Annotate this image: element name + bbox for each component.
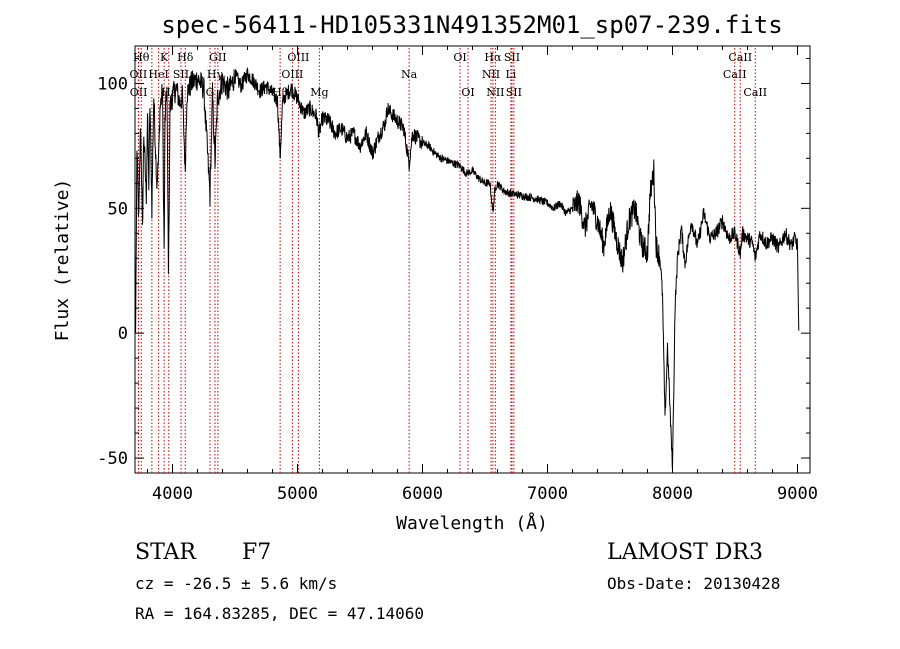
y-tick-label: 100	[97, 74, 128, 94]
marker-label: OIII	[287, 51, 309, 64]
marker-label: SII	[506, 86, 522, 99]
marker-label: OII	[130, 86, 148, 99]
marker-label: SII	[173, 68, 189, 81]
ra-dec: RA = 164.83285, DEC = 47.14060	[135, 604, 424, 623]
x-tick-label: 8000	[652, 484, 693, 504]
object-subclass: F7	[242, 540, 272, 565]
marker-label: G	[206, 86, 215, 99]
marker-label: GII	[209, 51, 226, 64]
axis-ticks: 4000 5000 6000 7000 8000 9000 -50 0 50 100	[97, 46, 818, 504]
marker-label: Na	[401, 68, 418, 81]
marker-label: CaII	[723, 68, 747, 81]
series-flux	[134, 67, 800, 471]
y-tick-label: 0	[118, 324, 128, 344]
marker-label: K	[160, 51, 169, 64]
marker-label: CaII	[728, 51, 752, 64]
marker-label: Hδ	[177, 51, 194, 64]
survey-name: LAMOST DR3	[607, 540, 763, 565]
x-tick-label: 7000	[527, 484, 568, 504]
marker-label: OIII	[281, 68, 303, 81]
y-axis-label: Flux (relative)	[52, 179, 73, 342]
marker-label: OI	[461, 86, 474, 99]
marker-label: NII	[486, 86, 504, 99]
obs-date: Obs-Date: 20130428	[607, 574, 781, 593]
flux-line	[134, 67, 800, 471]
x-tick-label: 5000	[277, 484, 318, 504]
marker-label: Hθ	[133, 51, 150, 64]
line-markers: OIIOIIHθHeIKHεSIIHδGHγGIIHβOIIIOIIIMgNaO…	[130, 48, 767, 473]
y-tick-label: -50	[97, 449, 128, 469]
redshift-cz: cz = -26.5 ± 5.6 km/s	[135, 574, 338, 593]
marker-label: NII	[482, 68, 500, 81]
marker-label: Mg	[310, 86, 328, 99]
marker-label: OII	[130, 68, 148, 81]
marker-label: OI	[453, 51, 466, 64]
plot-frame	[134, 45, 811, 474]
marker-label: Li	[505, 68, 516, 81]
object-class: STAR	[135, 540, 196, 565]
marker-label: Hγ	[207, 68, 224, 81]
marker-label: HeI	[148, 68, 168, 81]
x-axis-label: Wavelength (Å)	[396, 512, 548, 534]
marker-label: CaII	[743, 86, 767, 99]
x-tick-label: 4000	[152, 484, 193, 504]
x-tick-label: 9000	[777, 484, 818, 504]
y-tick-label: 50	[108, 199, 128, 219]
marker-label: Hα	[484, 51, 502, 64]
chart-title: spec-56411-HD105331N491352M01_sp07-239.f…	[161, 11, 782, 39]
marker-label: SII	[504, 51, 520, 64]
x-tick-label: 6000	[402, 484, 443, 504]
